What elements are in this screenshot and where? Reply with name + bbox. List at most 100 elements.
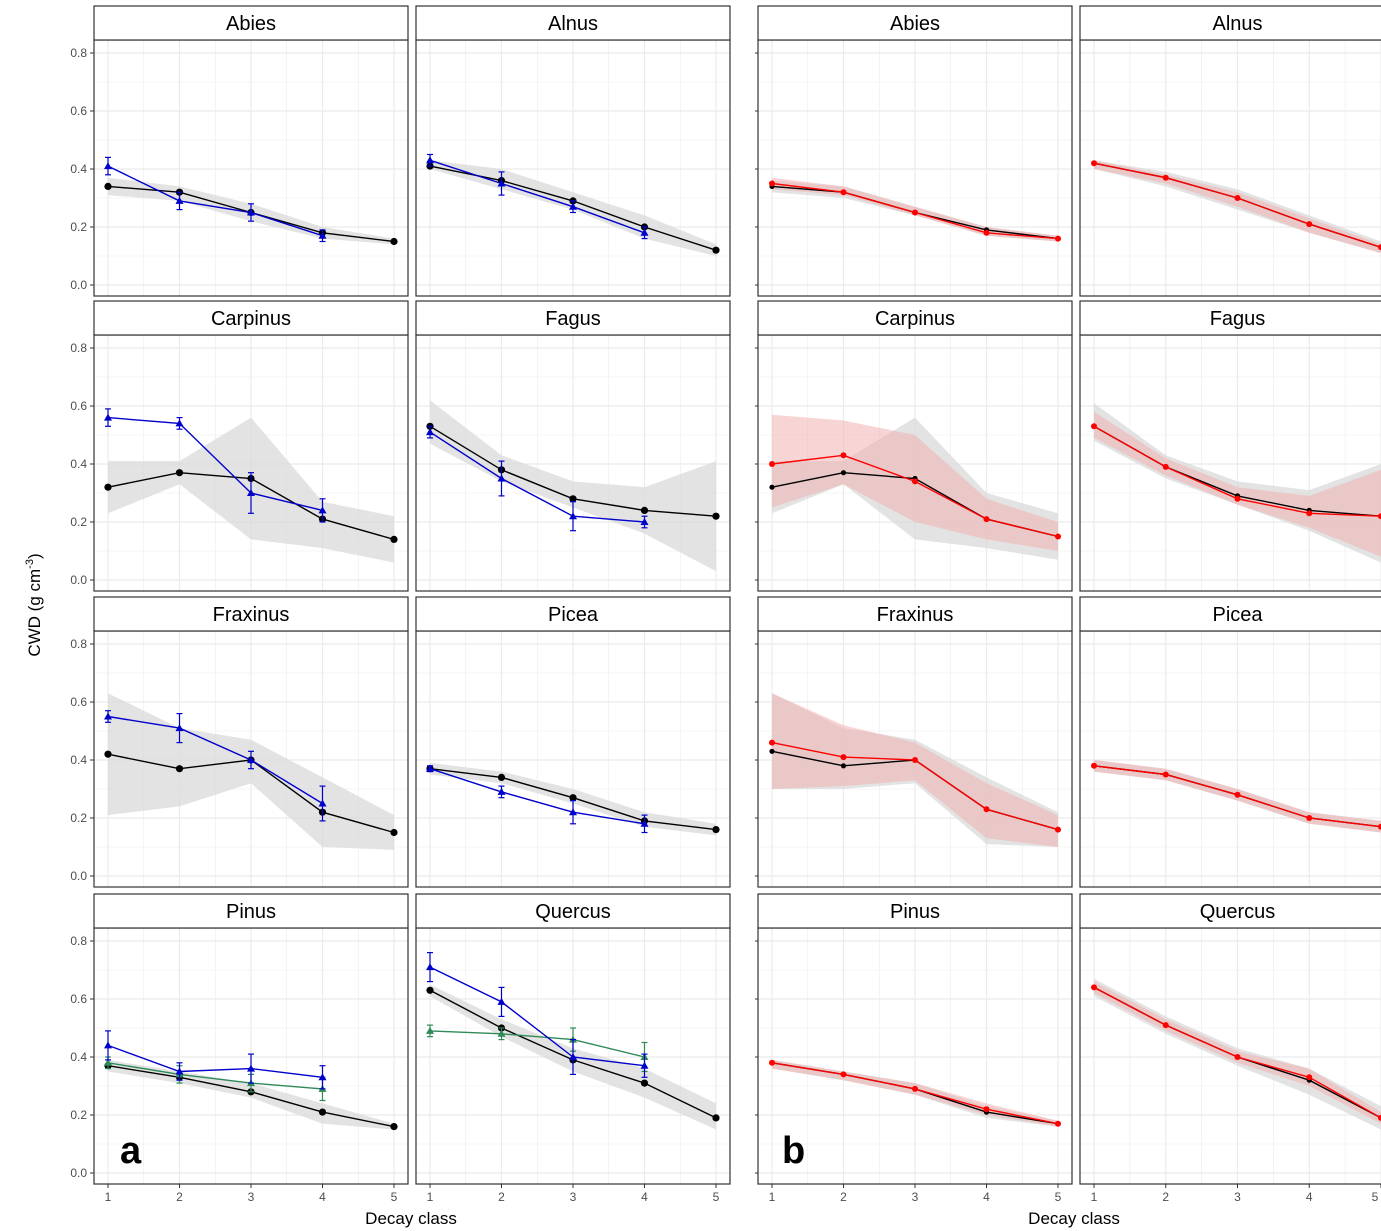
- y-axis-title-main: CWD (g cm: [25, 569, 44, 657]
- series-red-point: [1055, 1120, 1061, 1127]
- series-black-point: [640, 1079, 649, 1087]
- plot-content-a-fraxinus: [104, 693, 398, 850]
- y-tick-label: 0.4: [70, 753, 87, 767]
- strip-title-b-fagus: Fagus: [1210, 308, 1266, 330]
- x-tick-label: 1: [105, 1190, 112, 1204]
- y-tick-label: 0.2: [70, 811, 87, 825]
- facet-a-abies: Abies 0.0 0.2 0.4 0.6 0.8: [70, 5, 409, 297]
- plot-content-b-fraxinus: [769, 693, 1061, 847]
- series-black-point: [426, 986, 434, 994]
- series-blue-line: [429, 768, 645, 825]
- strip-b-pinus: [757, 893, 1073, 929]
- series-blue-point: [318, 799, 327, 807]
- series-green-point: [497, 1029, 506, 1037]
- facet-a-quercus: Quercus 1 2 3 4 5: [415, 893, 731, 1204]
- series-black-point: [840, 470, 847, 476]
- plot-content-a-picea: [426, 762, 720, 836]
- x-tick-label: 5: [391, 1190, 398, 1204]
- series-blue-point: [569, 512, 577, 520]
- strip-title-a-fagus: Fagus: [545, 308, 601, 330]
- y-tick-label: 0.6: [70, 695, 87, 709]
- series-green-line: [107, 1062, 323, 1090]
- series-black-point: [318, 1108, 327, 1116]
- strip-b-fraxinus: [757, 596, 1073, 632]
- series-blue-line: [107, 416, 323, 512]
- plot-content-a-pinus: [104, 1030, 398, 1131]
- strip-title-a-pinus: Pinus: [226, 901, 276, 923]
- y-tick-label: 0.2: [70, 515, 87, 529]
- strip-title-b-picea: Picea: [1212, 604, 1263, 626]
- x-tick-label: 5: [1372, 1190, 1379, 1204]
- strip-b-abies: [757, 5, 1073, 41]
- series-red-point: [1378, 513, 1381, 520]
- series-blue-point: [640, 819, 649, 827]
- y-tick-label: 0.4: [70, 162, 87, 176]
- series-red-point: [1306, 1074, 1313, 1081]
- ribbon-red: [1094, 411, 1381, 557]
- series-red-point: [1306, 221, 1313, 228]
- series-blue-point: [569, 202, 577, 210]
- strip-a-fraxinus: [93, 596, 409, 632]
- facet-b-alnus: Alnus: [1079, 5, 1381, 297]
- series-blue-point: [104, 162, 112, 170]
- series-black-point: [390, 1123, 398, 1131]
- series-red-point: [840, 189, 847, 196]
- series-black-point: [390, 535, 398, 544]
- series-black-point: [769, 748, 775, 754]
- y-tick-label: 0.8: [70, 637, 87, 651]
- strip-title-a-carpinus: Carpinus: [211, 308, 291, 330]
- series-green-point: [104, 1058, 112, 1066]
- x-tick-label: 2: [176, 1190, 183, 1204]
- series-red-point: [1055, 826, 1061, 833]
- facet-b-quercus: Quercus 1 2 3 4 5: [1079, 893, 1381, 1204]
- series-blue-point: [640, 228, 649, 236]
- x-tick-label: 2: [840, 1190, 847, 1204]
- x-tick-label: 2: [498, 1190, 505, 1204]
- series-red-point: [1091, 423, 1097, 430]
- strip-b-fagus: [1079, 300, 1381, 336]
- series-blue-point: [569, 808, 577, 816]
- series-black-point: [497, 773, 506, 782]
- series-red-point: [983, 1106, 990, 1113]
- x-tick-label: 4: [641, 1190, 648, 1204]
- strip-title-b-quercus: Quercus: [1200, 901, 1276, 923]
- series-blue-line: [107, 715, 323, 805]
- series-red-point: [1162, 771, 1169, 778]
- strip-title-a-abies: Abies: [226, 13, 276, 35]
- strip-b-alnus: [1079, 5, 1381, 41]
- series-blue-point: [318, 231, 327, 239]
- ribbon-grey: [430, 400, 716, 572]
- series-red-point: [1162, 174, 1169, 181]
- y-tick-label: 0.6: [70, 104, 87, 118]
- series-blue-point: [175, 724, 184, 732]
- plot-content-a-alnus: [426, 153, 720, 256]
- series-black-point: [104, 182, 112, 190]
- series-blue-point: [497, 997, 506, 1005]
- strip-title-a-quercus: Quercus: [535, 901, 611, 923]
- facet-a-fraxinus: Fraxinus 0.0 0.2 0.4 0.6 0.8: [70, 596, 409, 888]
- series-red-point: [912, 1085, 918, 1092]
- series-blue-point: [247, 489, 255, 496]
- series-black-point: [712, 246, 720, 254]
- plot-content-a-quercus: [426, 951, 720, 1130]
- y-tick-label: 0.6: [70, 399, 87, 413]
- series-red-point: [1306, 815, 1313, 821]
- series-blue-point: [175, 1067, 184, 1075]
- facet-b-picea: Picea: [1079, 596, 1381, 888]
- y-tick-label: 0.8: [70, 934, 87, 948]
- series-blue-line: [107, 165, 323, 237]
- series-blue-line: [429, 966, 645, 1067]
- panel-letter-b: b: [782, 1130, 805, 1172]
- x-tick-label: 1: [769, 1190, 776, 1204]
- facet-a-fagus: Fagus: [415, 300, 731, 592]
- series-black-point: [840, 763, 847, 769]
- x-tick-label: 3: [570, 1190, 577, 1204]
- series-red-point: [840, 754, 847, 761]
- series-red-point: [983, 806, 990, 813]
- series-blue-point: [175, 196, 184, 204]
- series-red-point: [1378, 244, 1381, 251]
- plot-area-b-picea: [1080, 631, 1381, 887]
- series-red-point: [1055, 235, 1061, 242]
- plot-content-b-picea: [1091, 760, 1381, 833]
- series-red-point: [769, 180, 775, 187]
